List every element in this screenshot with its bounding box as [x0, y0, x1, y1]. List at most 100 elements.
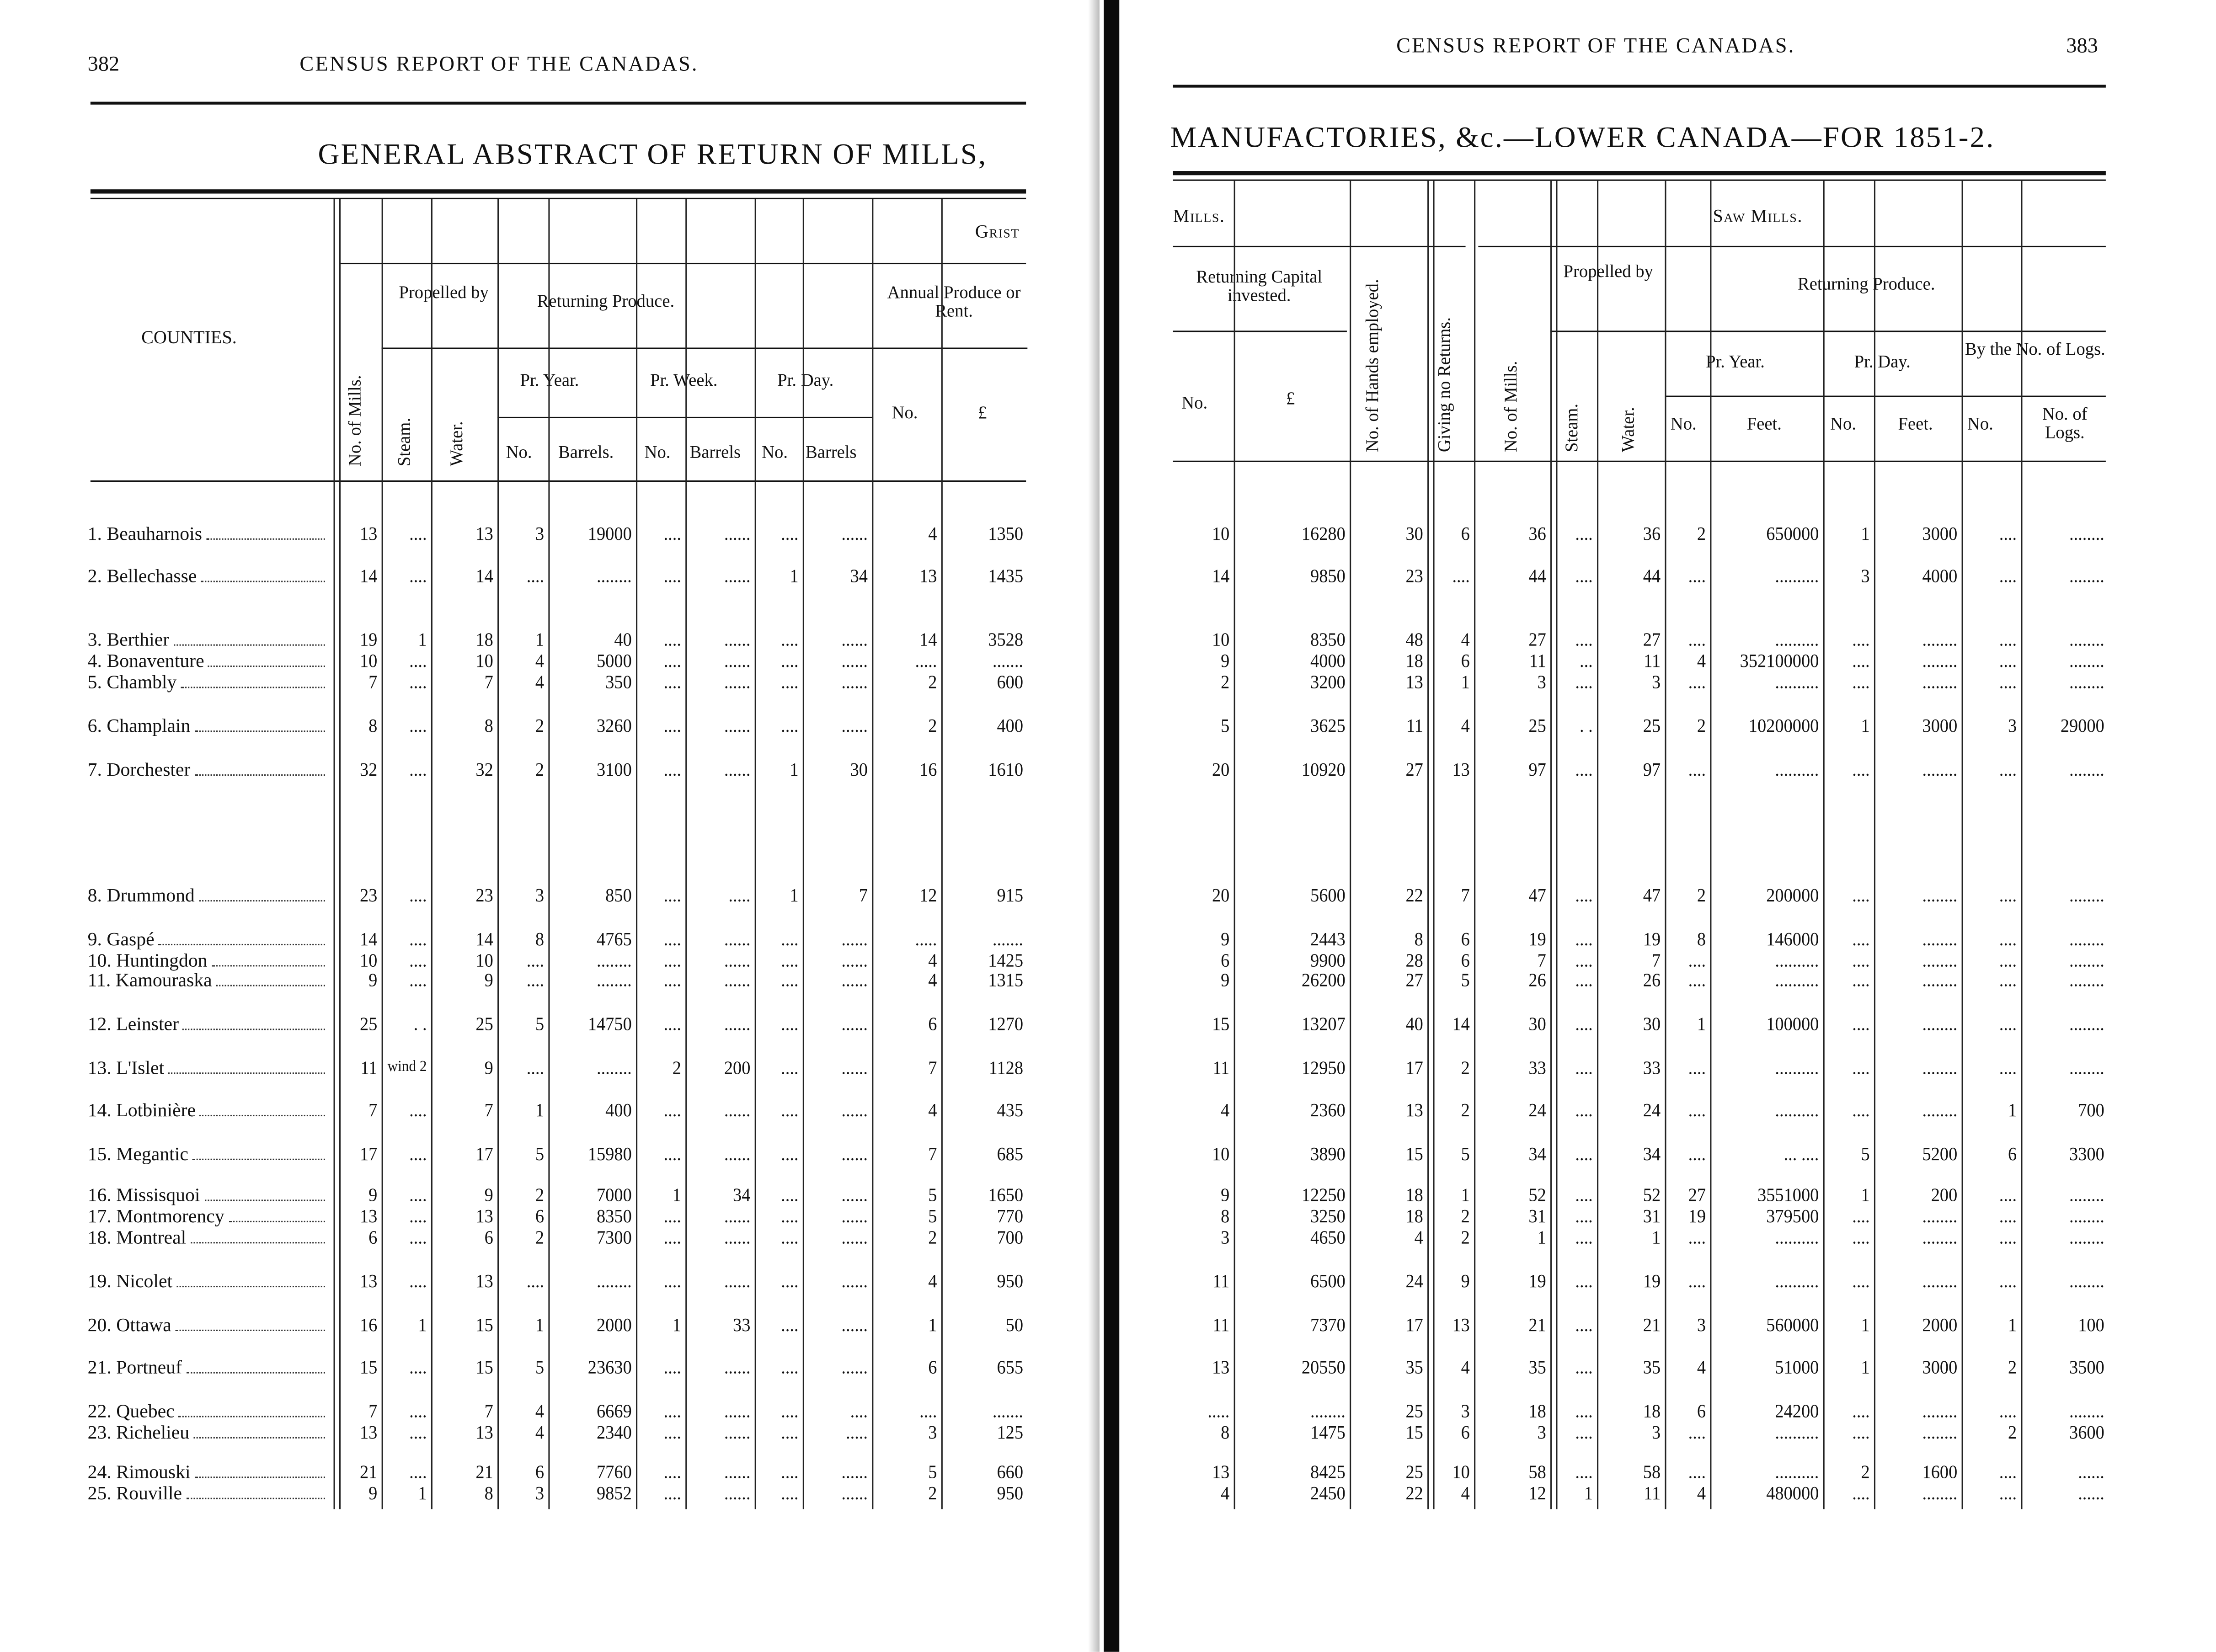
cell-giving-no-returns: 6	[1461, 522, 1470, 544]
cell-water: 10	[475, 949, 493, 971]
cell-annual-pound: 685	[997, 1143, 1024, 1165]
cell-saw-steam: ....	[1575, 629, 1593, 650]
cell-day-no: ....	[1852, 1270, 1870, 1292]
cell-day-no: ....	[1852, 885, 1870, 906]
cell-annual-no: .....	[915, 650, 937, 671]
dot-leader	[229, 1220, 325, 1222]
cell-annual-no: 12	[919, 885, 937, 906]
cell-hands: 35	[1405, 1356, 1423, 1378]
cell-year-feet: 480000	[1766, 1482, 1819, 1504]
cell-week-barrels: ......	[724, 969, 751, 991]
cell-no-of-logs: ......	[2078, 1461, 2104, 1482]
cell-water: 6	[484, 1226, 493, 1248]
cell-year-no: ....	[1688, 671, 1706, 693]
cell-week-no: ....	[663, 1270, 681, 1292]
cell-hands: 28	[1405, 949, 1423, 971]
cell-annual-no: 3	[928, 1421, 937, 1443]
cell-steam: ....	[409, 671, 427, 693]
county-name: 18. Montreal	[88, 1226, 328, 1248]
cell-year-no: 27	[1688, 1184, 1706, 1205]
col-header-year-feet: Feet.	[1746, 414, 1782, 434]
cell-capital-no: 10	[1212, 522, 1230, 544]
cell-day-no: 1	[1861, 1184, 1870, 1205]
cell-steam: 1	[418, 1482, 427, 1504]
cell-day-no: 5	[1861, 1143, 1870, 1165]
cell-day-no: 1	[790, 565, 799, 586]
cell-annual-pound: 915	[997, 885, 1024, 906]
cell-saw-steam: ....	[1575, 1057, 1593, 1078]
county-label: 22. Quebec	[87, 1400, 175, 1422]
cell-day-feet: ........	[1922, 1226, 1958, 1248]
cell-giving-no-returns: 10	[1452, 1461, 1470, 1482]
cell-no-of-logs: ........	[2069, 969, 2104, 991]
cell-saw-no-of-mills: 97	[1528, 758, 1546, 780]
column-rule	[1665, 181, 1666, 1509]
cell-giving-no-returns: 5	[1461, 969, 1470, 991]
cell-day-barrels: ......	[841, 629, 868, 650]
cell-capital-pound: ........	[1310, 1400, 1346, 1422]
cell-steam: 1	[418, 629, 427, 650]
cell-year-barrels: 2340	[596, 1421, 632, 1443]
cell-capital-no: 13	[1212, 1356, 1230, 1378]
cell-saw-steam: ....	[1575, 1314, 1593, 1336]
column-rule	[1823, 181, 1825, 1509]
cell-annual-pound: 655	[997, 1356, 1024, 1378]
cell-saw-water: 27	[1643, 629, 1661, 650]
column-rule	[636, 199, 638, 1509]
cell-no-of-mills: 7	[368, 1400, 378, 1422]
county-label: 21. Portneuf	[87, 1356, 182, 1378]
cell-day-no: 1	[1861, 1356, 1870, 1378]
cell-capital-no: .....	[1207, 1400, 1230, 1422]
cell-hands: 4	[1414, 1226, 1423, 1248]
cell-no-of-mills: 13	[359, 1270, 378, 1292]
group-header-grist: Grist	[975, 220, 1020, 242]
cell-logs-no: ....	[1999, 1057, 2017, 1078]
cell-year-no: 3	[535, 522, 545, 544]
cell-capital-pound: 10920	[1301, 758, 1346, 780]
col-header-capital-pound: £	[1286, 389, 1295, 409]
col-header-day-feet: Feet.	[1898, 414, 1933, 434]
cell-day-feet: ........	[1922, 1270, 1958, 1292]
cell-week-no: 1	[672, 1314, 681, 1336]
dot-leader	[176, 1329, 325, 1331]
cell-year-barrels: 40	[614, 629, 632, 650]
cell-annual-pound: 1650	[988, 1184, 1024, 1205]
cell-week-no: ....	[663, 1143, 681, 1165]
cell-capital-pound: 20550	[1301, 1356, 1346, 1378]
dot-leader	[193, 1437, 325, 1439]
cell-year-feet: 24200	[1775, 1400, 1819, 1422]
cell-week-no: ....	[663, 1356, 681, 1378]
cell-day-feet: ........	[1922, 1421, 1958, 1443]
cell-capital-no: 5	[1221, 715, 1230, 736]
cell-no-of-logs: 3500	[2069, 1356, 2104, 1378]
county-label: 1. Beauharnois	[87, 522, 202, 544]
cell-water: 10	[475, 650, 493, 671]
cell-day-barrels: ......	[841, 1184, 868, 1205]
cell-annual-pound: 435	[997, 1099, 1024, 1121]
col-header-pr-week: Pr. Week.	[650, 370, 718, 390]
cell-capital-pound: 9900	[1310, 949, 1346, 971]
cell-week-barrels: ......	[724, 1205, 751, 1227]
cell-day-no: ....	[1852, 1205, 1870, 1227]
cell-week-no: ....	[663, 928, 681, 950]
cell-day-no: ....	[781, 1314, 799, 1336]
dot-leader	[216, 985, 325, 986]
county-name: 4. Bonaventure	[88, 650, 328, 671]
cell-week-barrels: ......	[724, 1356, 751, 1378]
cell-week-barrels: ......	[724, 1482, 751, 1504]
cell-day-barrels: ......	[841, 1482, 868, 1504]
cell-logs-no: ....	[1999, 1461, 2017, 1482]
cell-week-no: ....	[663, 1099, 681, 1121]
cell-week-no: ....	[663, 650, 681, 671]
cell-steam: ....	[409, 522, 427, 544]
cell-year-barrels: ........	[596, 1057, 632, 1078]
cell-year-no: ....	[1688, 629, 1706, 650]
cell-saw-no-of-mills: 21	[1528, 1314, 1546, 1336]
cell-water: 21	[475, 1461, 493, 1482]
county-label: 3. Berthier	[87, 629, 170, 650]
county-label: 14. Lotbinière	[87, 1099, 196, 1121]
cell-giving-no-returns: 4	[1461, 629, 1470, 650]
cell-annual-pound: 700	[997, 1226, 1024, 1248]
dot-leader	[206, 538, 325, 540]
